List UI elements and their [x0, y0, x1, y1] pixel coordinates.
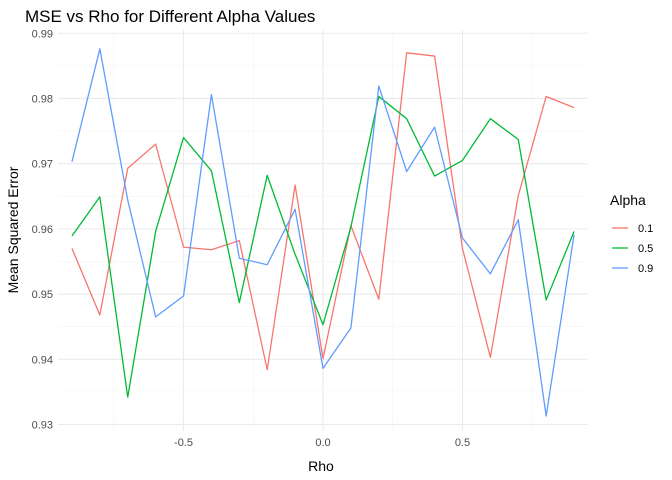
legend-label-alpha-0-5: 0.5 [638, 243, 653, 255]
legend: Alpha 0.1 0.5 0.9 [610, 192, 653, 275]
x-tick-label: -0.5 [174, 437, 193, 449]
y-tick-label: 0.97 [32, 159, 53, 171]
y-tick-label: 0.93 [32, 419, 53, 431]
x-axis-tick-labels: -0.5 0.0 0.5 [174, 437, 470, 449]
y-tick-label: 0.95 [32, 289, 53, 301]
legend-items: 0.1 0.5 0.9 [612, 223, 653, 275]
legend-title: Alpha [610, 192, 646, 208]
grid [58, 30, 588, 431]
series-line-alpha-0-9 [71, 48, 575, 417]
legend-label-alpha-0-1: 0.1 [638, 223, 653, 235]
y-tick-label: 0.96 [32, 224, 53, 236]
x-axis-title: Rho [308, 458, 334, 474]
legend-label-alpha-0-9: 0.9 [638, 263, 653, 275]
series-line-alpha-0-1 [71, 52, 575, 371]
series-lines [71, 48, 575, 417]
x-tick-label: 0.0 [315, 437, 330, 449]
series-line-alpha-0-5 [71, 95, 575, 398]
chart-title: MSE vs Rho for Different Alpha Values [25, 7, 315, 26]
y-tick-label: 0.99 [32, 28, 53, 40]
y-axis-tick-labels: 0.93 0.94 0.95 0.96 0.97 0.98 0.99 [32, 28, 53, 431]
y-axis-title: Mean Squared Error [5, 166, 21, 293]
y-tick-label: 0.94 [32, 354, 53, 366]
x-tick-label: 0.5 [455, 437, 470, 449]
y-tick-label: 0.98 [32, 93, 53, 105]
